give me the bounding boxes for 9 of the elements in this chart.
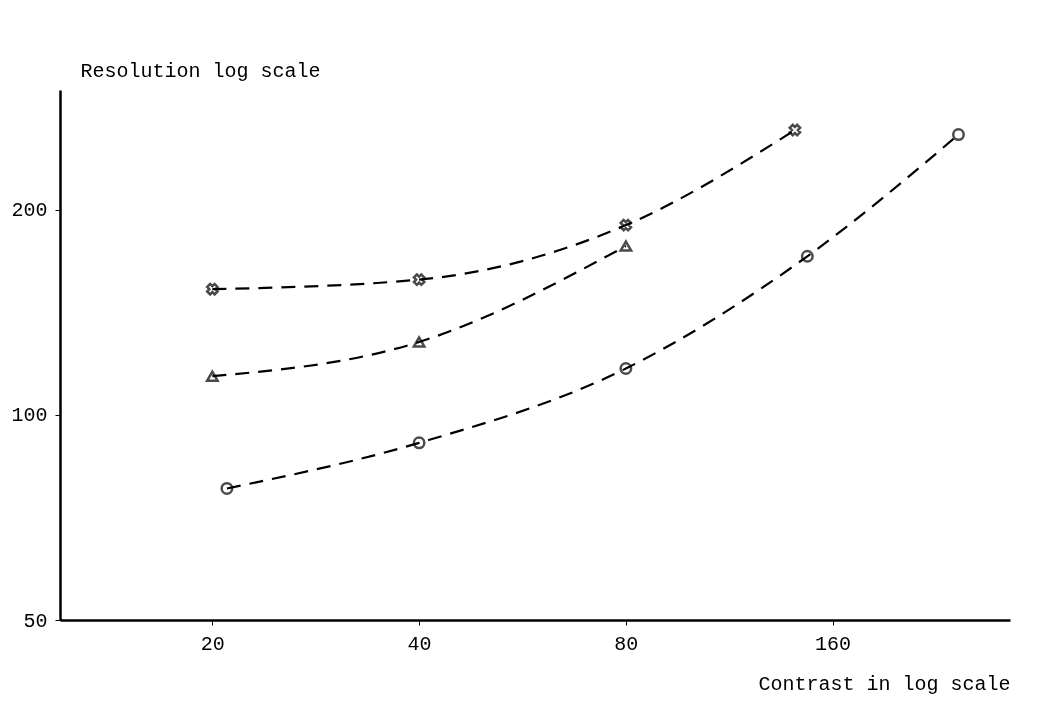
y-axis-title: Resolution log scale xyxy=(80,59,321,83)
x-tick-label: 80 xyxy=(614,632,639,656)
x-tick-label: 160 xyxy=(815,632,852,656)
x-tick-label: 40 xyxy=(407,632,432,656)
x-tick-label: 20 xyxy=(200,632,225,656)
x-axis-title: Contrast in log scale xyxy=(758,672,1011,696)
y-tick-label: 50 xyxy=(23,609,48,633)
y-tick-label: 200 xyxy=(11,199,48,223)
y-tick-label: 100 xyxy=(11,404,48,428)
